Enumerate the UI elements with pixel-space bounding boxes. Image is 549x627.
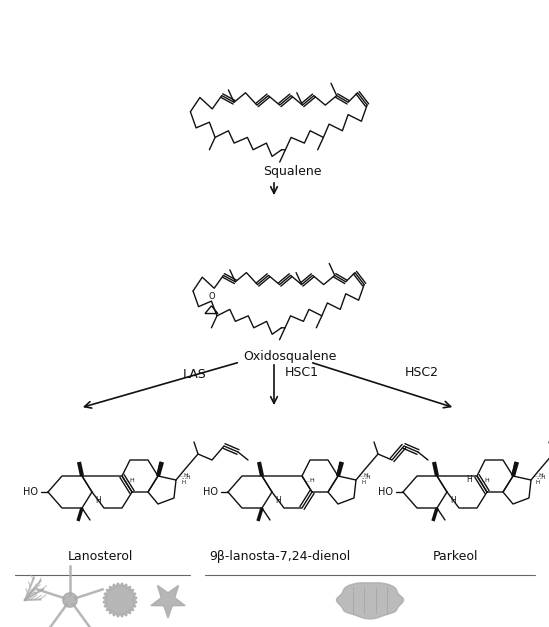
Text: Lanosterol: Lanosterol [68,550,133,563]
Text: ...H
H: ...H H [536,475,545,485]
Text: Oxidosqualene: Oxidosqualene [243,350,337,363]
Text: Squalene: Squalene [263,165,321,178]
Text: ...H
H: ...H H [361,475,371,485]
Text: ...H: ...H [358,473,369,478]
Text: H: H [95,496,101,505]
Text: 9β-lanosta-7,24-dienol: 9β-lanosta-7,24-dienol [209,550,351,563]
Text: ...H: ...H [479,478,490,483]
Text: H: H [275,496,281,505]
Text: LAS: LAS [183,369,207,381]
Polygon shape [337,583,404,619]
Text: HO: HO [378,487,393,497]
Polygon shape [63,593,77,607]
Text: O: O [208,292,215,301]
Text: ...H: ...H [178,473,189,478]
Text: ...H: ...H [533,473,544,478]
Text: Parkeol: Parkeol [432,550,478,563]
Text: H: H [450,496,456,505]
Text: HSC2: HSC2 [405,367,439,379]
Text: HO: HO [23,487,38,497]
Text: ...H
H: ...H H [181,475,191,485]
Text: ...H: ...H [124,478,135,483]
Polygon shape [103,583,137,617]
Text: HSC1: HSC1 [285,367,319,379]
Text: ...H: ...H [304,478,315,483]
Text: HO: HO [203,487,218,497]
Text: H: H [466,475,472,483]
Polygon shape [151,586,185,618]
